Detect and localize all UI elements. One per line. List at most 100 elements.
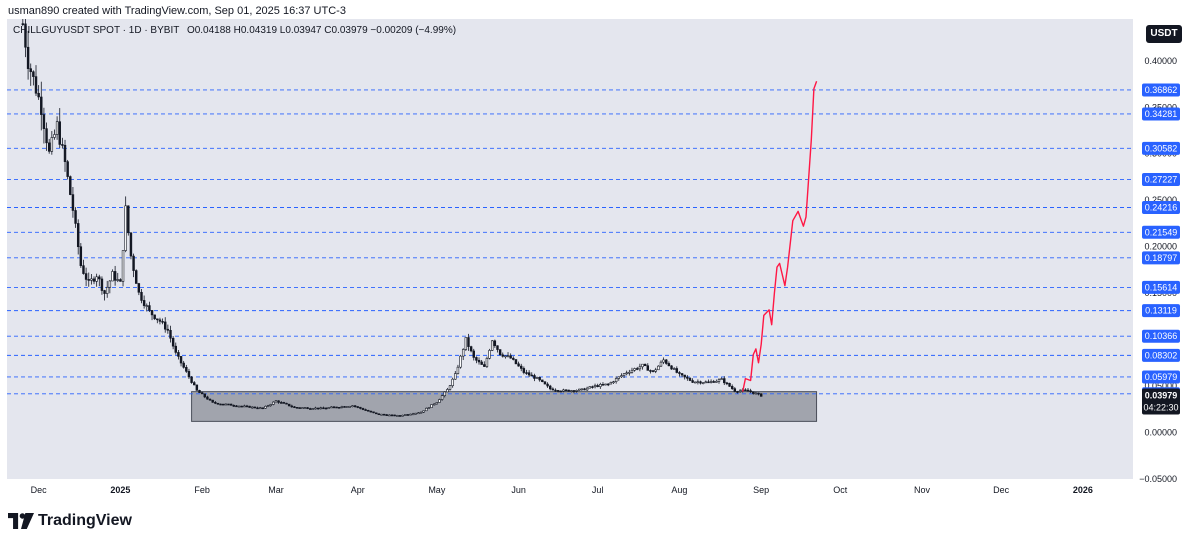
candle-body: [161, 321, 164, 323]
candle-body: [76, 223, 80, 248]
level-price-badge[interactable]: [1142, 83, 1180, 97]
candle-body: [21, 23, 25, 25]
candle-body: [638, 366, 642, 370]
candle-body: [116, 279, 119, 281]
candle-body: [266, 405, 270, 407]
x-tick-label: Feb: [194, 485, 210, 495]
candle-body: [208, 398, 212, 401]
candle-body: [314, 407, 317, 410]
candle-body: [169, 330, 172, 339]
candle-body: [438, 399, 441, 403]
projection-path[interactable]: [742, 81, 818, 392]
candle-body: [451, 378, 454, 387]
x-tick-label: Dec: [993, 485, 1010, 495]
level-price-badge[interactable]: [1142, 107, 1180, 121]
candle-body: [356, 406, 359, 408]
candle-body: [649, 370, 652, 372]
level-price-label: 0.36862: [1145, 85, 1178, 95]
candle-body: [738, 390, 742, 393]
currency-badge[interactable]: USDT: [1146, 25, 1182, 43]
candle-body: [559, 390, 562, 393]
candle-body: [620, 375, 623, 378]
candle-body: [519, 365, 523, 369]
candle-body: [92, 278, 96, 282]
level-price-badge[interactable]: [1142, 225, 1180, 239]
candle-body: [301, 407, 304, 409]
candle-body: [129, 232, 133, 257]
candle-body: [580, 388, 584, 391]
candle-body: [90, 278, 93, 281]
candle-body: [388, 414, 391, 417]
level-price-badge[interactable]: [1142, 329, 1180, 343]
candle-body: [496, 345, 499, 350]
candle-body: [316, 407, 320, 410]
candle-body: [251, 406, 254, 409]
y-tick-label: 0.20000: [1144, 242, 1177, 252]
candle-body: [425, 407, 428, 412]
level-price-label: 0.21549: [1145, 227, 1178, 237]
candle-body: [609, 382, 613, 385]
footer: TradingView: [8, 512, 132, 530]
candle-body: [179, 356, 183, 364]
level-price-label: 0.34281: [1145, 109, 1178, 119]
level-price-badge[interactable]: [1142, 370, 1180, 384]
candle-body: [403, 414, 407, 416]
level-price-badge[interactable]: [1142, 280, 1180, 294]
level-price-badge[interactable]: [1142, 141, 1180, 155]
candle-body: [654, 369, 657, 372]
chart-author-note: usman890 created with TradingView.com, S…: [8, 5, 346, 17]
candle-body: [95, 276, 98, 282]
candle-body: [578, 388, 581, 391]
candle-body: [243, 405, 246, 408]
candle-body: [715, 381, 718, 383]
symbol-label[interactable]: CHILLGUYUSDT SPOT · 1D · BYBIT: [13, 25, 180, 36]
candle-body: [754, 392, 758, 395]
accumulation-range-box[interactable]: [191, 391, 818, 422]
candle-body: [37, 92, 40, 98]
candle-body: [614, 378, 618, 382]
candle-body: [501, 354, 504, 357]
candle-body: [485, 358, 489, 367]
price-chart[interactable]: 0.400000.350000.300000.250000.200000.150…: [7, 19, 1193, 500]
candle-body: [564, 389, 568, 392]
candle-body: [272, 401, 275, 405]
candle-body: [74, 210, 77, 224]
level-price-badge[interactable]: [1142, 173, 1180, 187]
candle-body: [298, 407, 301, 409]
candle-body: [224, 403, 228, 406]
candle-body: [84, 273, 88, 280]
candle-body: [396, 415, 399, 417]
candle-body: [63, 144, 67, 162]
level-price-badge[interactable]: [1142, 251, 1180, 265]
candle-body: [509, 355, 512, 359]
candle-body: [406, 414, 410, 416]
candle-body: [535, 377, 539, 379]
candle-body: [691, 380, 694, 383]
candle-body: [417, 412, 420, 415]
candle-body: [385, 414, 388, 416]
candle-body: [469, 346, 473, 352]
level-price-badge[interactable]: [1142, 348, 1180, 362]
candle-body: [667, 363, 671, 367]
candle-body: [340, 406, 344, 408]
candle-body: [100, 278, 104, 291]
candle-body: [280, 402, 283, 404]
last-price-badge[interactable]: [1142, 388, 1180, 415]
candle-body: [324, 407, 328, 410]
candle-body: [185, 367, 188, 372]
candle-body: [662, 359, 665, 363]
candle-body: [145, 305, 148, 307]
candle-body: [646, 365, 650, 371]
candle-body: [195, 384, 199, 391]
level-price-badge[interactable]: [1142, 200, 1180, 214]
candle-body: [459, 355, 462, 368]
candle-body: [543, 381, 547, 385]
candle-body: [61, 144, 64, 146]
candle-body: [411, 413, 415, 416]
candle-body: [746, 389, 750, 392]
candle-body: [295, 407, 299, 409]
level-price-badge[interactable]: [1142, 304, 1180, 318]
candle-body: [548, 385, 552, 390]
x-tick-label: Aug: [671, 485, 687, 495]
candle-body: [736, 391, 739, 393]
